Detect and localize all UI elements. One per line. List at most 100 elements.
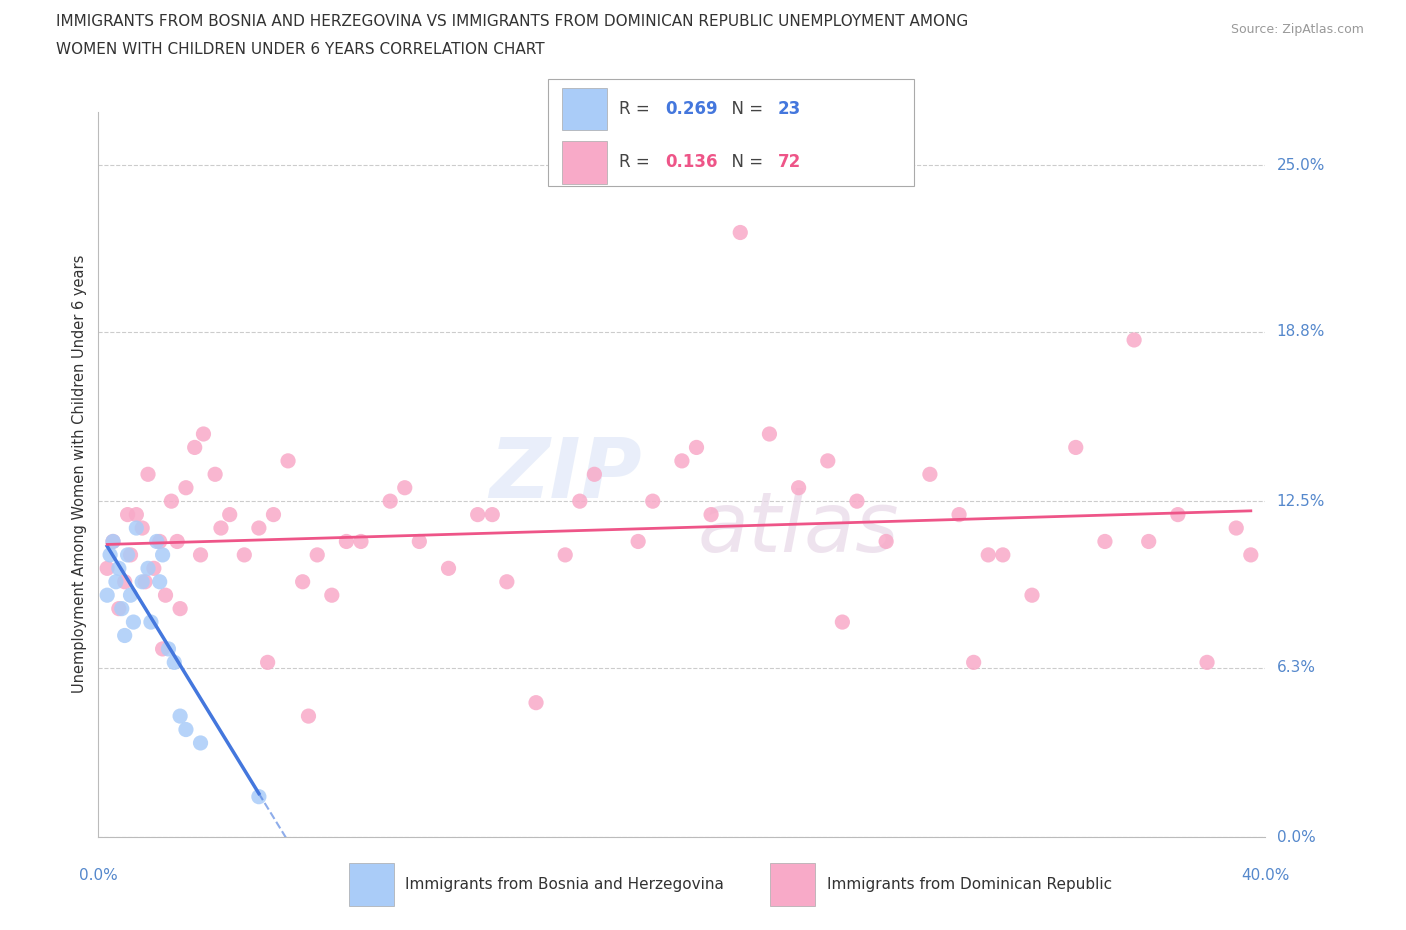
Text: IMMIGRANTS FROM BOSNIA AND HERZEGOVINA VS IMMIGRANTS FROM DOMINICAN REPUBLIC UNE: IMMIGRANTS FROM BOSNIA AND HERZEGOVINA V… bbox=[56, 14, 969, 29]
Point bbox=[263, 507, 285, 522]
Point bbox=[120, 548, 142, 563]
Text: N =: N = bbox=[721, 100, 769, 118]
Point bbox=[122, 615, 145, 630]
Point bbox=[554, 548, 576, 563]
Point bbox=[166, 534, 188, 549]
Point bbox=[671, 454, 693, 469]
Point bbox=[139, 615, 162, 630]
Point bbox=[136, 467, 159, 482]
Point bbox=[104, 575, 127, 590]
Point bbox=[408, 534, 430, 549]
Text: 18.8%: 18.8% bbox=[1277, 325, 1324, 339]
Point bbox=[641, 494, 664, 509]
Point bbox=[174, 722, 197, 737]
Text: 25.0%: 25.0% bbox=[1277, 158, 1324, 173]
Point bbox=[321, 588, 343, 603]
Point bbox=[297, 709, 319, 724]
Point bbox=[160, 494, 183, 509]
Text: 0.269: 0.269 bbox=[665, 100, 717, 118]
Text: Source: ZipAtlas.com: Source: ZipAtlas.com bbox=[1230, 23, 1364, 36]
Point bbox=[524, 696, 547, 711]
Text: Immigrants from Dominican Republic: Immigrants from Dominican Republic bbox=[827, 877, 1112, 892]
Point bbox=[991, 548, 1014, 563]
Point bbox=[787, 480, 810, 495]
Text: 12.5%: 12.5% bbox=[1277, 494, 1324, 509]
Point bbox=[108, 601, 131, 616]
Point bbox=[98, 548, 121, 563]
Point bbox=[131, 575, 153, 590]
Point bbox=[1137, 534, 1160, 549]
Point bbox=[875, 534, 897, 549]
Point bbox=[169, 709, 191, 724]
Point bbox=[134, 575, 156, 590]
Point bbox=[131, 521, 153, 536]
Point bbox=[155, 588, 177, 603]
Point bbox=[247, 521, 270, 536]
Text: N =: N = bbox=[721, 153, 769, 171]
Point bbox=[163, 655, 186, 670]
Point bbox=[146, 534, 169, 549]
Point bbox=[700, 507, 723, 522]
Point bbox=[496, 575, 519, 590]
Point bbox=[918, 467, 941, 482]
Point bbox=[1240, 548, 1263, 563]
Point bbox=[174, 480, 197, 495]
Text: Immigrants from Bosnia and Herzegovina: Immigrants from Bosnia and Herzegovina bbox=[405, 877, 724, 892]
Text: 72: 72 bbox=[778, 153, 801, 171]
Point bbox=[730, 225, 752, 240]
Point bbox=[157, 642, 180, 657]
Point bbox=[152, 642, 174, 657]
Point bbox=[977, 548, 1000, 563]
Point bbox=[120, 588, 142, 603]
Point bbox=[111, 601, 134, 616]
Point bbox=[101, 534, 124, 549]
Point bbox=[117, 507, 139, 522]
Point bbox=[136, 561, 159, 576]
Point bbox=[114, 575, 136, 590]
Point bbox=[846, 494, 869, 509]
Text: R =: R = bbox=[619, 153, 655, 171]
Point bbox=[247, 790, 270, 804]
Point bbox=[108, 561, 131, 576]
Point bbox=[437, 561, 460, 576]
Point bbox=[1197, 655, 1219, 670]
Point bbox=[831, 615, 853, 630]
Point bbox=[568, 494, 591, 509]
Text: 23: 23 bbox=[778, 100, 801, 118]
Point bbox=[125, 507, 148, 522]
Point bbox=[183, 440, 205, 455]
Point bbox=[218, 507, 240, 522]
Point bbox=[190, 548, 212, 563]
Point bbox=[117, 548, 139, 563]
Text: 0.136: 0.136 bbox=[665, 153, 717, 171]
Point bbox=[962, 655, 984, 670]
Point bbox=[277, 454, 299, 469]
Point bbox=[209, 521, 232, 536]
Point bbox=[948, 507, 970, 522]
Point bbox=[169, 601, 191, 616]
Point bbox=[583, 467, 606, 482]
Point bbox=[96, 561, 118, 576]
Text: ZIP: ZIP bbox=[489, 433, 641, 515]
Point bbox=[1167, 507, 1189, 522]
Text: atlas: atlas bbox=[697, 487, 900, 568]
Text: 0.0%: 0.0% bbox=[79, 868, 118, 883]
Point bbox=[1123, 333, 1146, 348]
Point bbox=[190, 736, 212, 751]
Point bbox=[101, 534, 124, 549]
Point bbox=[467, 507, 489, 522]
Point bbox=[350, 534, 373, 549]
Point bbox=[1021, 588, 1043, 603]
Point bbox=[114, 628, 136, 643]
Point bbox=[335, 534, 357, 549]
Point bbox=[291, 575, 314, 590]
Text: 6.3%: 6.3% bbox=[1277, 660, 1316, 675]
Point bbox=[380, 494, 402, 509]
Point bbox=[817, 454, 839, 469]
Text: R =: R = bbox=[619, 100, 655, 118]
Point bbox=[394, 480, 416, 495]
Y-axis label: Unemployment Among Women with Children Under 6 years: Unemployment Among Women with Children U… bbox=[72, 255, 87, 694]
Point bbox=[1225, 521, 1247, 536]
Point bbox=[685, 440, 707, 455]
Point bbox=[193, 427, 215, 442]
